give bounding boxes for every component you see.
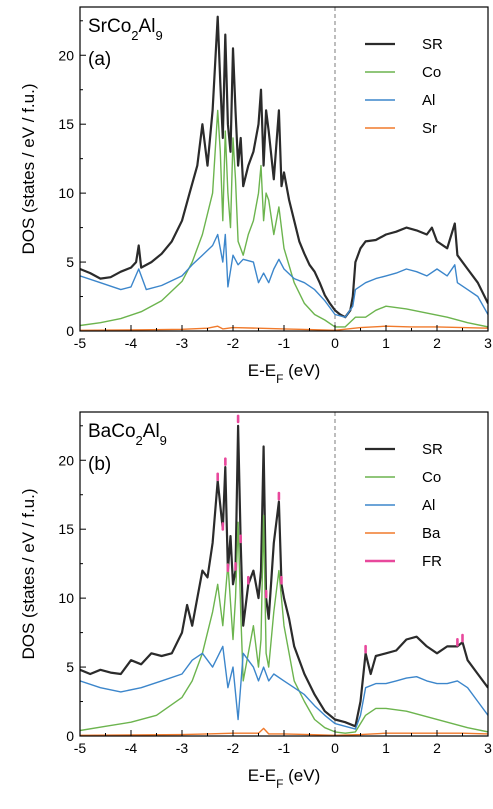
y-tick-label: 0	[66, 323, 74, 339]
series-line-co	[80, 109, 488, 328]
x-tick-label: 3	[484, 335, 492, 351]
x-tick-label: 2	[433, 335, 441, 351]
y-tick-label: 5	[66, 659, 74, 675]
x-tick-label: -2	[227, 335, 240, 351]
y-tick-label: 20	[58, 47, 74, 63]
legend-label-al: Al	[422, 92, 435, 109]
series-line-co	[80, 514, 488, 734]
series-line-sr	[80, 424, 488, 728]
panel-label: (a)	[88, 49, 111, 70]
y-tick-label: 10	[58, 590, 74, 606]
x-axis-label: E-EF (eV)	[248, 766, 321, 791]
series-line-al	[80, 645, 488, 730]
series-line-al	[80, 233, 488, 318]
x-tick-label: 0	[331, 740, 339, 756]
x-tick-label: -4	[125, 740, 138, 756]
x-tick-label: 1	[382, 335, 390, 351]
x-tick-label: 2	[433, 740, 441, 756]
plot-frame	[79, 6, 489, 332]
legend-label-sr: Sr	[422, 120, 437, 137]
series-group	[80, 414, 488, 736]
legend-label-fr: FR	[422, 553, 442, 570]
panel-label: (b)	[88, 454, 111, 475]
x-tick-label: -1	[278, 335, 291, 351]
compound-label: SrCo2Al9	[88, 16, 163, 43]
x-tick-label: 3	[484, 740, 492, 756]
panel-b: -5 -4 -3 -2 -1 0 1 2 3 0 5 10 15 20 E-EF (eV) DOS (stat…	[19, 411, 492, 791]
x-tick-label: -3	[176, 740, 189, 756]
y-tick-label: 10	[58, 185, 74, 201]
legend-label-co: Co	[422, 469, 441, 486]
x-tick-label: -5	[74, 335, 87, 351]
compound-label: BaCo2Al9	[88, 421, 167, 448]
y-tick-label: 5	[66, 254, 74, 270]
x-tick-label: -1	[278, 740, 291, 756]
y-tick-label: 0	[66, 728, 74, 744]
x-tick-label: 1	[382, 740, 390, 756]
legend-label-al: Al	[422, 497, 435, 514]
x-tick-label: -5	[74, 740, 87, 756]
legend-label-sr: SR	[422, 36, 443, 53]
series-line-sr	[80, 15, 488, 319]
x-tick-label: -4	[125, 335, 138, 351]
legend-label-co: Co	[422, 64, 441, 81]
y-axis-label: DOS (states / eV / f.u.)	[19, 489, 38, 660]
y-axis-label: DOS (states / eV / f.u.)	[19, 84, 38, 255]
x-tick-label: -2	[227, 740, 240, 756]
legend-label-sr: SR	[422, 441, 443, 458]
y-tick-label: 15	[58, 521, 74, 537]
y-tick-label: 20	[58, 452, 74, 468]
x-axis-label: E-EF (eV)	[248, 361, 321, 386]
x-tick-label: 0	[331, 335, 339, 351]
x-tick-label: -3	[176, 335, 189, 351]
y-tick-label: 15	[58, 116, 74, 132]
legend-label-ba: Ba	[422, 525, 441, 542]
panel-a: -5 -4 -3 -2 -1 0 1 2 3 0 5 10 15 20 E-EF (eV) DOS (stat…	[19, 6, 492, 386]
